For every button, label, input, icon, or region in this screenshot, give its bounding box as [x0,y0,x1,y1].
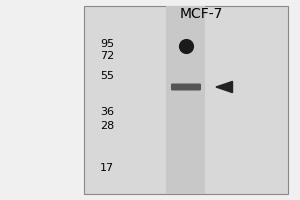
FancyBboxPatch shape [167,6,206,194]
Text: 28: 28 [100,121,114,131]
FancyBboxPatch shape [171,84,201,90]
FancyBboxPatch shape [84,6,288,194]
Polygon shape [216,81,232,93]
Text: 72: 72 [100,51,114,61]
Text: 95: 95 [100,39,114,49]
Text: MCF-7: MCF-7 [179,7,223,21]
Text: 17: 17 [100,163,114,173]
Text: 36: 36 [100,107,114,117]
Text: 55: 55 [100,71,114,81]
